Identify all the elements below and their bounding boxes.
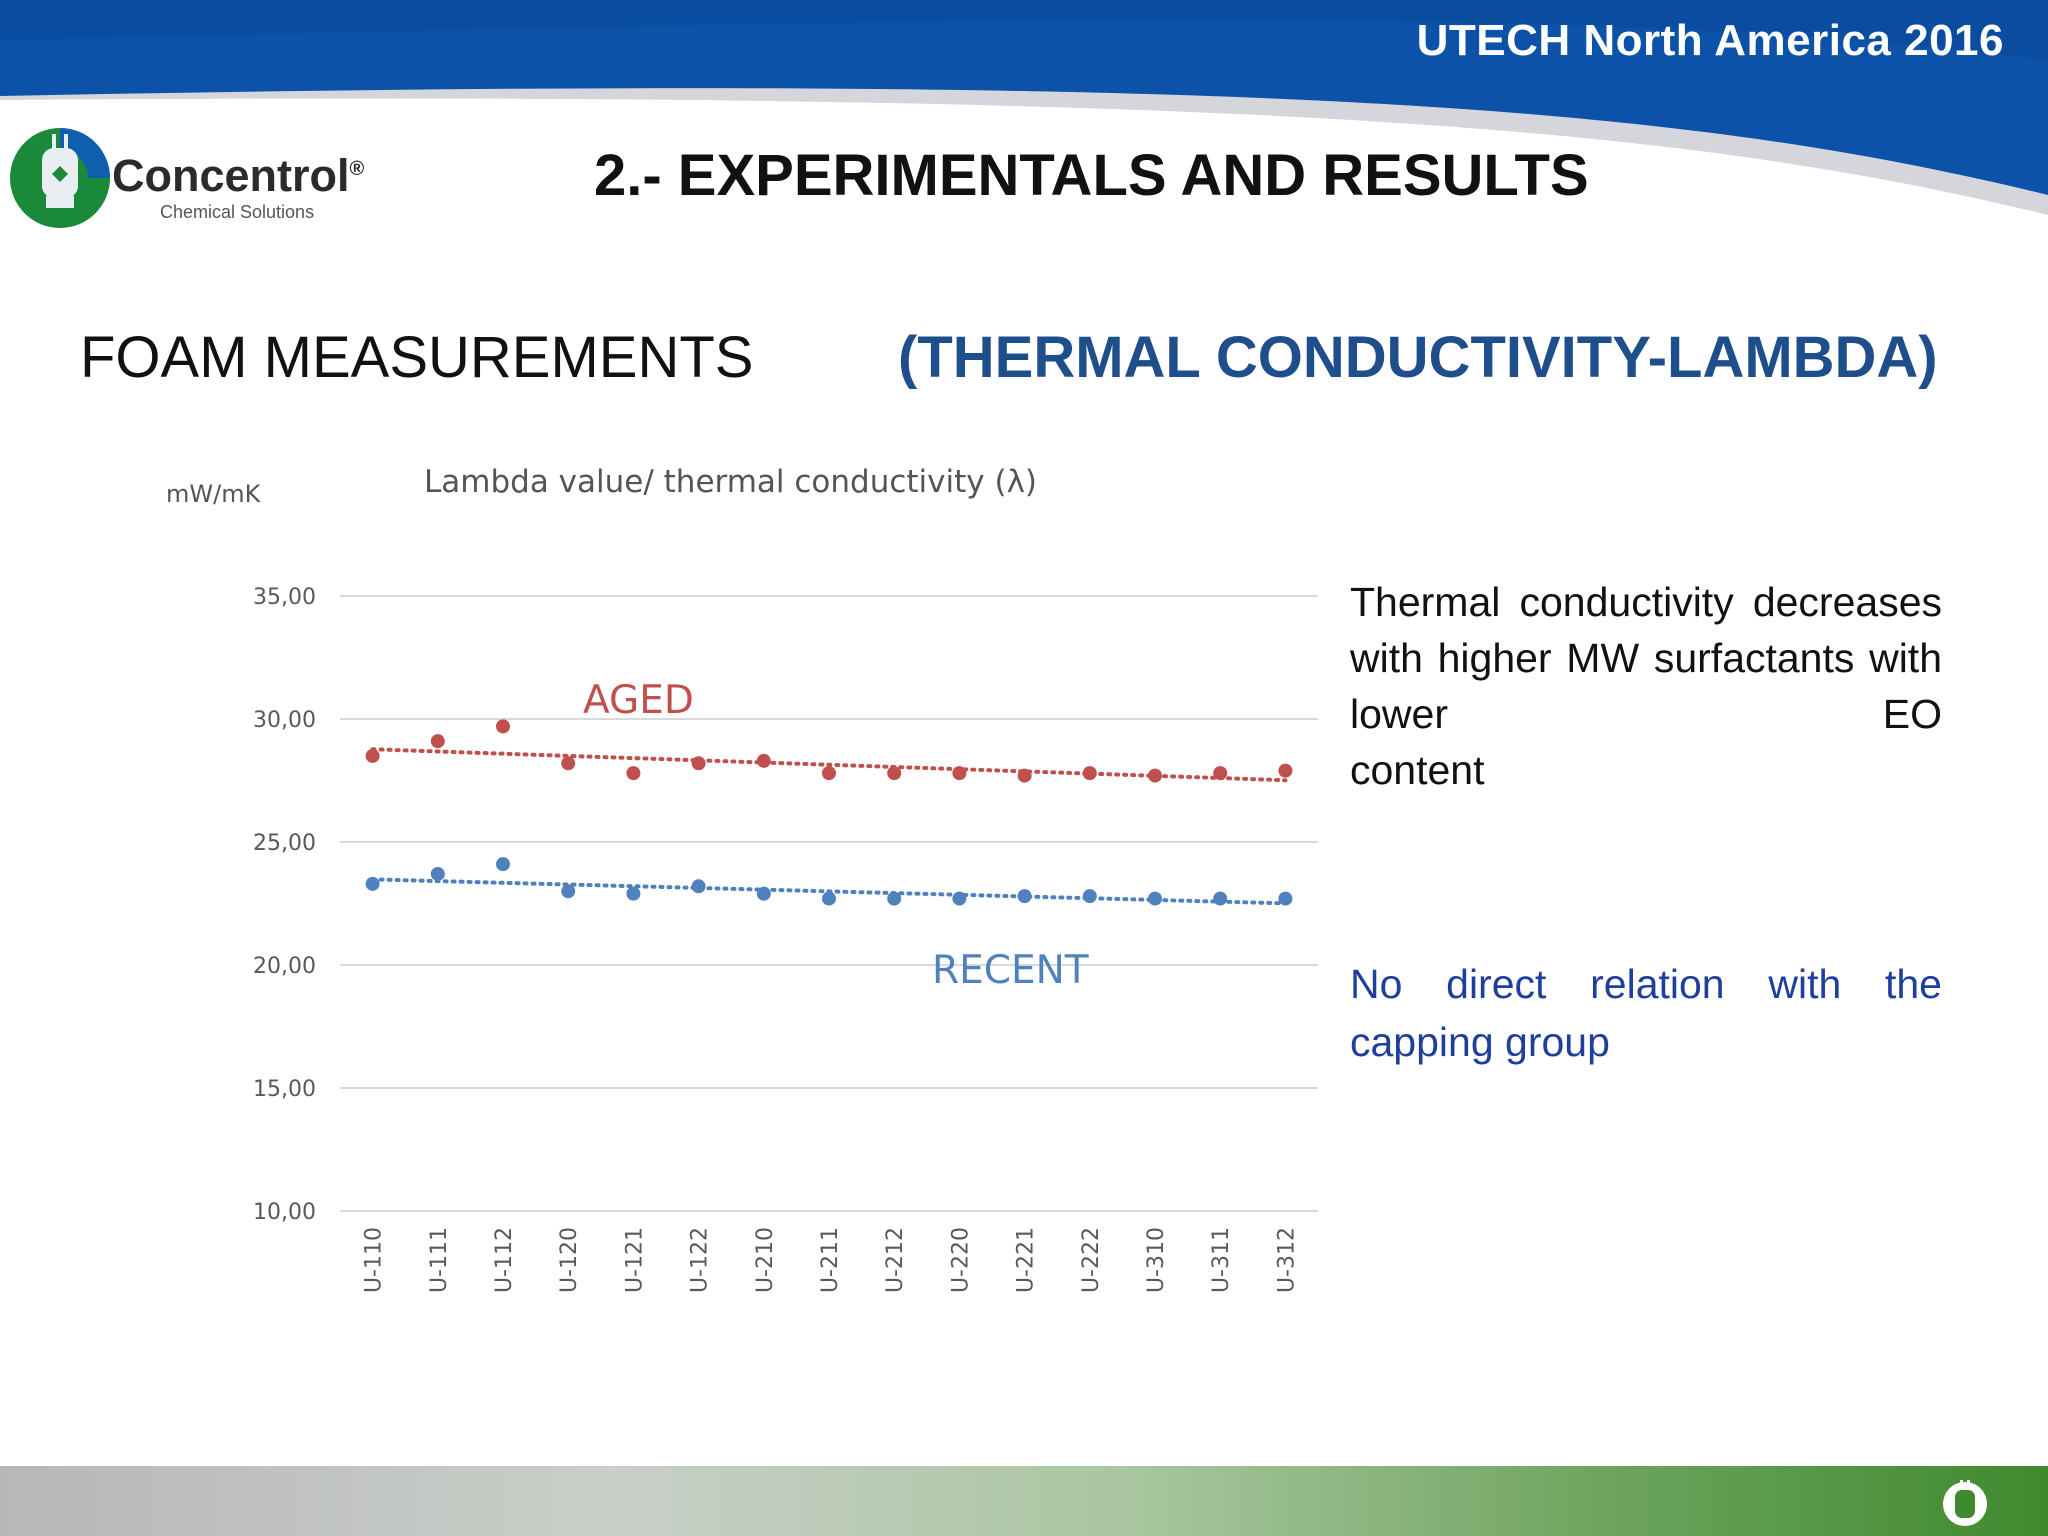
x-tick-label: U-112 [492, 1227, 517, 1293]
x-tick-label: U-311 [1209, 1227, 1234, 1293]
data-point-aged [1278, 763, 1293, 778]
data-point-recent [822, 891, 836, 906]
series-label-aged: AGED [583, 678, 694, 723]
x-tick-label: U-212 [883, 1227, 908, 1293]
data-point-aged [822, 766, 836, 781]
data-point-aged [756, 753, 771, 768]
data-point-aged [1148, 768, 1162, 783]
data-point-aged [691, 756, 706, 771]
x-tick-label: U-121 [622, 1227, 647, 1293]
data-point-aged [561, 756, 576, 771]
y-tick-label: 15,00 [253, 1077, 316, 1102]
x-tick-label: U-222 [1079, 1227, 1104, 1293]
chart-x-ticks: U-110 U-111 U-112 U-120 U-121 U-122 U-210 U-211… [362, 1227, 1300, 1293]
data-point-recent [1278, 891, 1293, 906]
y-tick-label: 30,00 [253, 708, 316, 733]
data-point-aged [430, 734, 445, 749]
section-heading: FOAM MEASUREMENTS [80, 325, 754, 390]
chart-gridlines [340, 595, 1318, 1212]
data-point-recent [1148, 891, 1162, 906]
data-point-recent [626, 886, 641, 901]
data-point-aged [1213, 766, 1228, 781]
y-tick-label: 20,00 [253, 954, 316, 979]
chart-trendlines [370, 747, 1288, 906]
data-point-recent [887, 891, 902, 906]
trendline-recent [370, 877, 1288, 906]
footer-logo-icon [1943, 1480, 1987, 1526]
x-tick-label: U-211 [818, 1227, 843, 1293]
data-point-aged [626, 766, 641, 781]
logo-emblem-icon [10, 128, 110, 228]
y-tick-label: 10,00 [253, 1200, 316, 1225]
data-point-aged [1017, 768, 1032, 783]
chart-title: Lambda value/ thermal conductivity (λ) [424, 464, 1037, 500]
data-point-aged [887, 766, 902, 781]
header-banner [0, 0, 2048, 215]
data-point-aged [496, 719, 510, 734]
data-point-recent [691, 879, 706, 894]
data-point-recent [365, 876, 380, 891]
data-point-recent [496, 857, 510, 872]
x-tick-label: U-210 [753, 1227, 778, 1293]
data-point-recent [952, 891, 967, 906]
chart-y-ticks: 10,00 15,00 20,00 25,00 30,00 35,00 [253, 585, 316, 1225]
x-tick-label: U-310 [1144, 1227, 1169, 1293]
chart-ylabel: mW/mK [166, 480, 262, 508]
company-logo: Concentrol® Chemical Solutions [8, 116, 398, 240]
x-tick-label: U-122 [688, 1227, 713, 1293]
x-tick-label: U-220 [948, 1227, 973, 1293]
series-label-recent: RECENT [932, 948, 1089, 993]
y-tick-label: 25,00 [253, 831, 316, 856]
x-tick-label: U-120 [557, 1227, 582, 1293]
note-thermal-conductivity-end: content [1350, 747, 1485, 793]
x-tick-label: U-312 [1274, 1227, 1299, 1293]
y-tick-label: 35,00 [253, 585, 316, 610]
footer-bar [0, 1466, 2048, 1536]
x-tick-label: U-221 [1014, 1227, 1039, 1293]
data-point-recent [1082, 889, 1097, 904]
note-capping-group-end: capping group [1350, 1019, 1610, 1065]
data-point-aged [952, 766, 967, 781]
logo-tagline: Chemical Solutions [160, 202, 315, 222]
chart-points [365, 719, 1293, 906]
x-tick-label: U-110 [362, 1227, 387, 1293]
slide-title: 2.- EXPERIMENTALS AND RESULTS [594, 143, 1589, 208]
note-thermal-conductivity: Thermal conductivity decreases with high… [1350, 579, 1942, 737]
section-subheading: (THERMAL CONDUCTIVITY-LAMBDA) [898, 325, 1938, 390]
trendline-aged [370, 747, 1288, 783]
x-tick-label: U-111 [427, 1227, 452, 1293]
event-title: UTECH North America 2016 [1416, 16, 2004, 65]
note-capping-group: No direct relation with the [1350, 961, 1942, 1007]
data-point-recent [1017, 889, 1032, 904]
data-point-recent [430, 866, 445, 881]
data-point-recent [1213, 891, 1228, 906]
logo-wordmark: Concentrol® [112, 150, 365, 201]
data-point-recent [561, 884, 576, 899]
data-point-recent [756, 886, 771, 901]
data-point-aged [1082, 766, 1097, 781]
data-point-aged [365, 748, 380, 763]
